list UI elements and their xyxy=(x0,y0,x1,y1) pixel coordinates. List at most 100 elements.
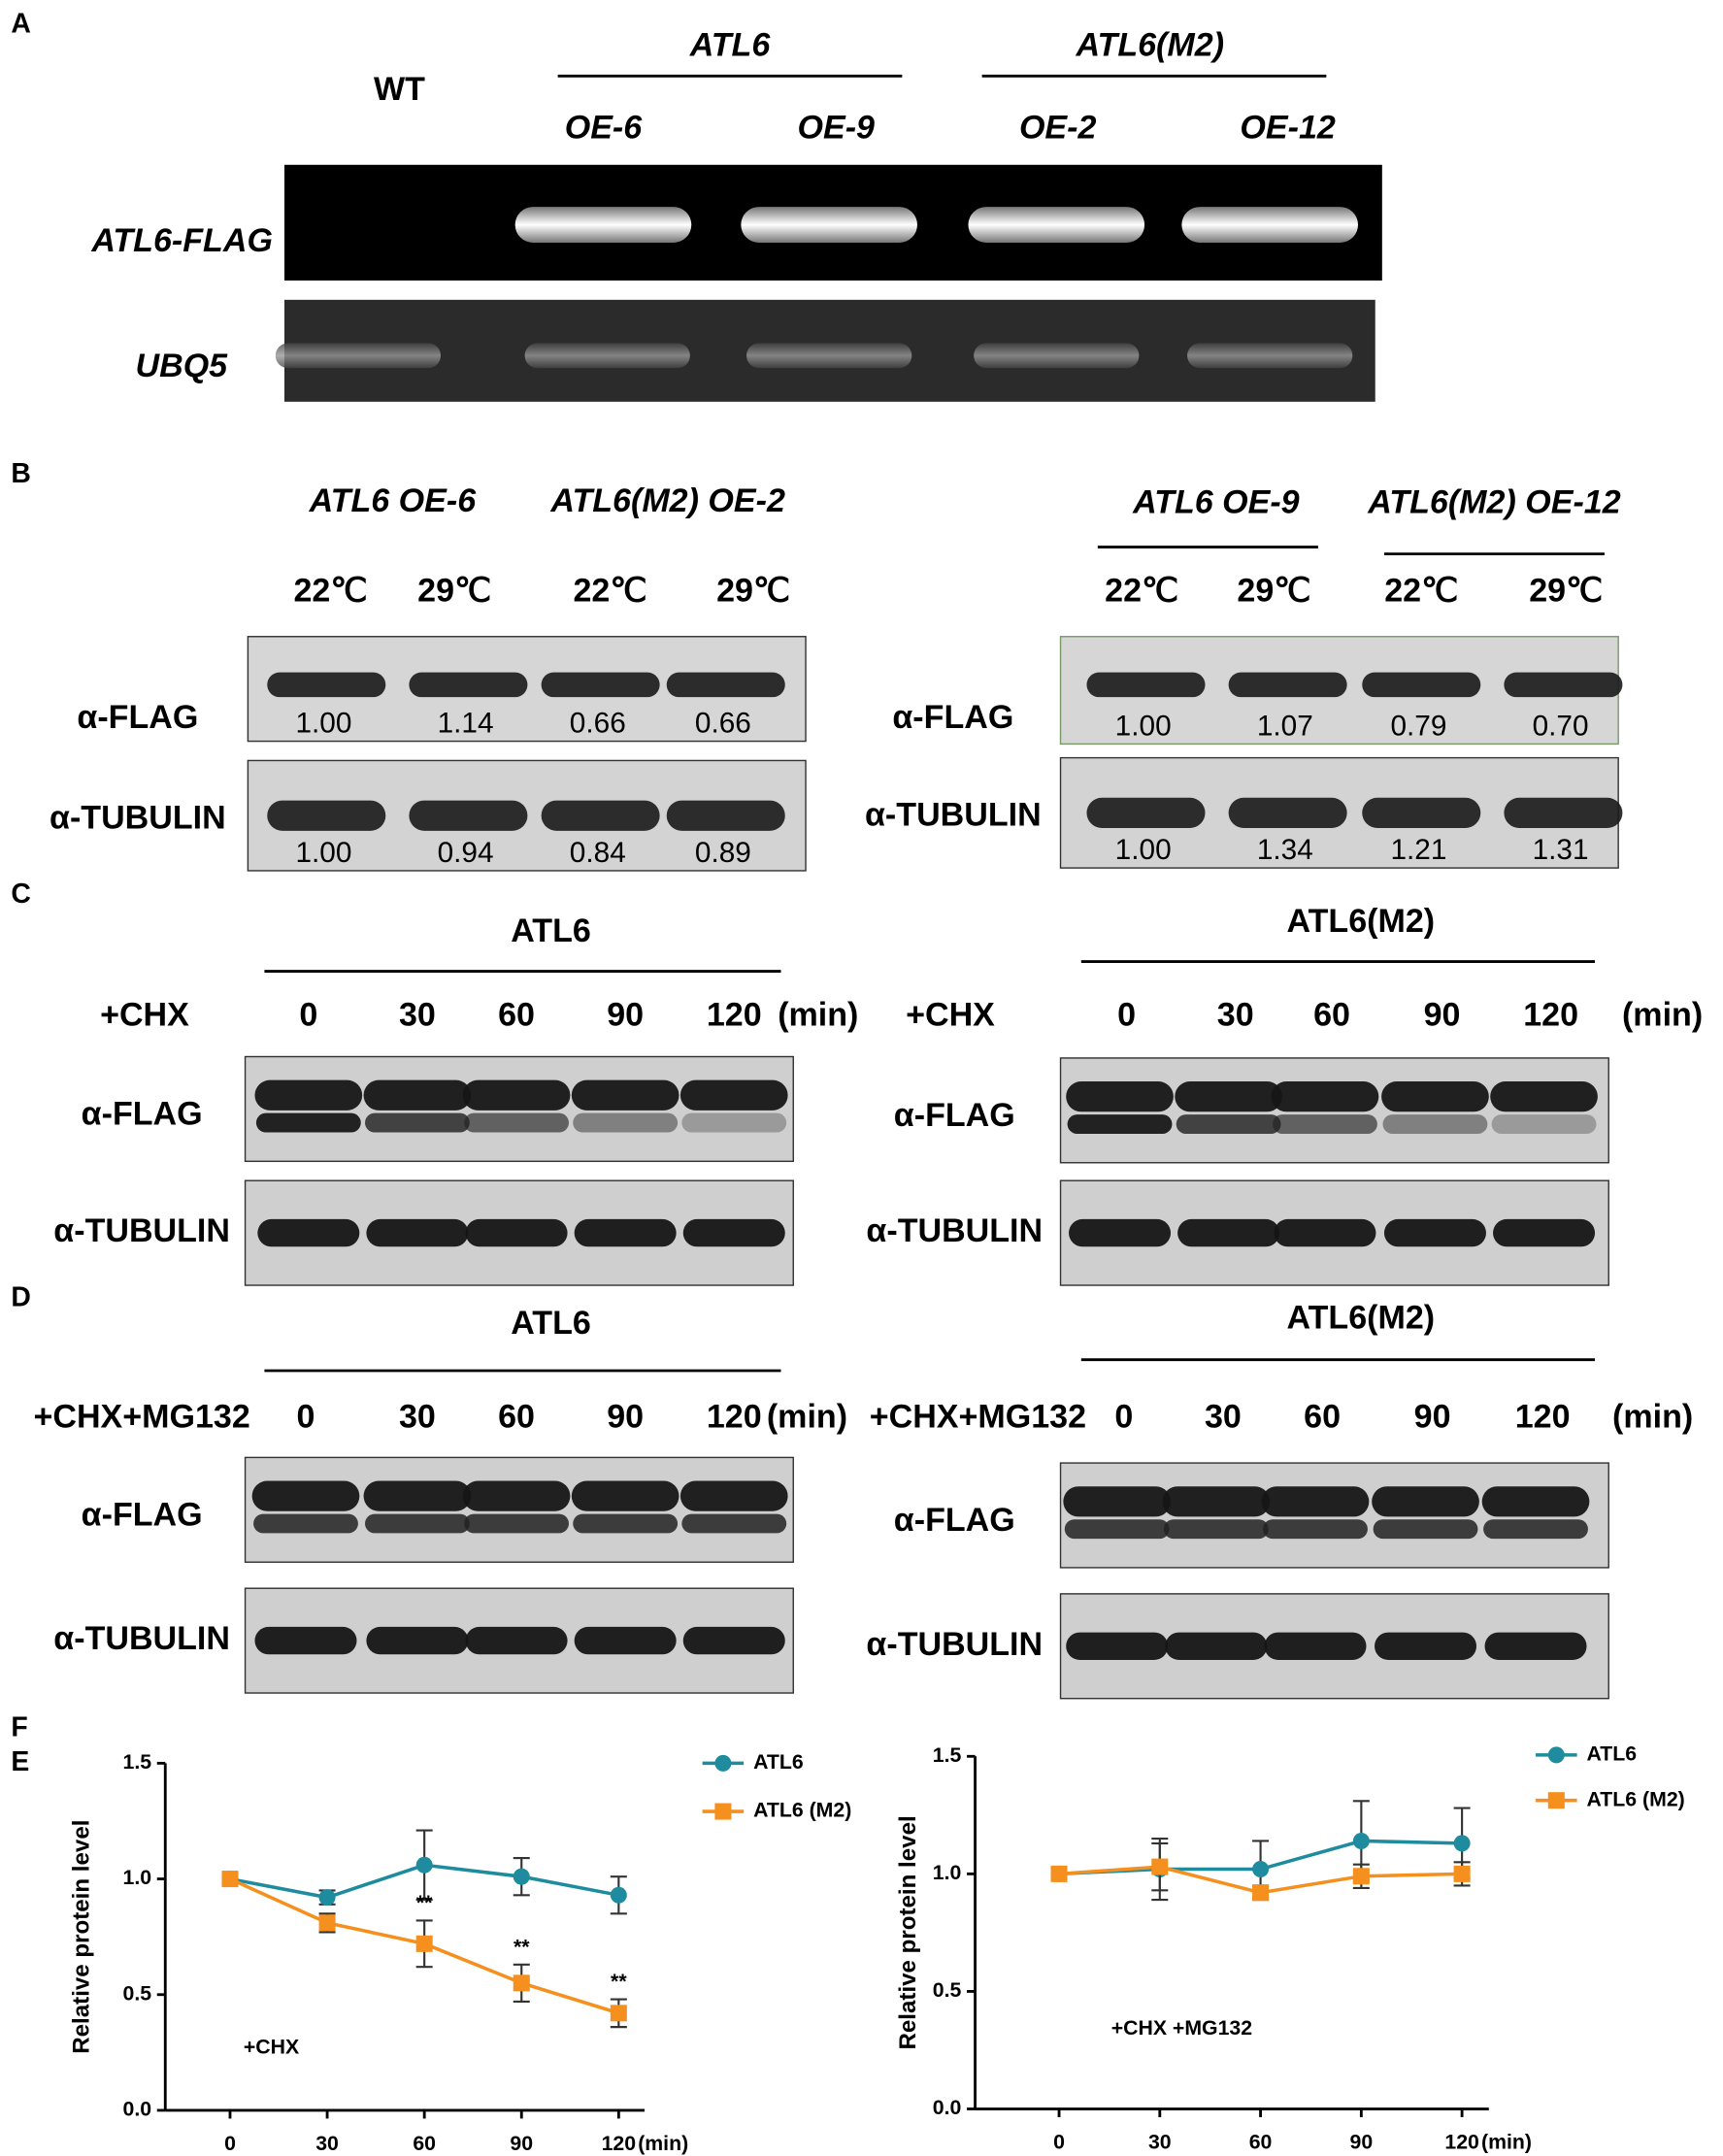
legend-label: ATL6 (M2) xyxy=(753,1799,851,1822)
row-label: α-FLAG xyxy=(892,699,1013,736)
band xyxy=(666,672,785,698)
legend-label: ATL6 xyxy=(1587,1741,1638,1765)
band xyxy=(257,1218,360,1247)
band xyxy=(1493,1218,1596,1247)
time-label: 0 xyxy=(1114,1399,1133,1436)
point xyxy=(415,1856,433,1874)
band xyxy=(251,1480,360,1511)
band xyxy=(1069,1218,1172,1247)
time-label: 120 xyxy=(1515,1399,1571,1436)
point xyxy=(1453,1835,1471,1852)
line-label: OE-6 xyxy=(565,110,644,147)
line-label: OE-12 xyxy=(1240,110,1335,147)
x-tick-label: 90 xyxy=(510,2132,533,2155)
x-tick-label: 60 xyxy=(1249,2131,1273,2154)
annotation: +CHX xyxy=(244,2036,299,2059)
band xyxy=(1066,1632,1169,1660)
row-label: α-TUBULIN xyxy=(53,1620,230,1657)
line-label: OE-2 xyxy=(1019,110,1097,147)
quant-label: 1.31 xyxy=(1533,834,1589,866)
band xyxy=(1063,1486,1172,1517)
band xyxy=(409,672,528,698)
time-label: 60 xyxy=(1313,996,1350,1033)
significance: ** xyxy=(416,1891,433,1914)
band xyxy=(364,1112,470,1133)
quant-label: 0.66 xyxy=(570,707,626,739)
band xyxy=(1177,1218,1280,1247)
x-tick-label: 60 xyxy=(413,2132,436,2155)
quant-label: 0.89 xyxy=(695,837,751,869)
band xyxy=(1181,207,1359,243)
band xyxy=(682,1218,785,1247)
band xyxy=(1381,1081,1489,1112)
band xyxy=(571,1079,679,1111)
time-label: 60 xyxy=(498,1399,535,1436)
annotation: +CHX +MG132 xyxy=(1111,2016,1252,2040)
quant-label: 0.84 xyxy=(570,837,626,869)
row-label: α-TUBULIN xyxy=(865,797,1042,834)
legend-label: ATL6 xyxy=(753,1750,804,1774)
band xyxy=(574,1626,677,1655)
panel-label: A xyxy=(11,8,30,39)
group-label: ATL6 xyxy=(689,26,772,63)
legend-marker xyxy=(1547,1746,1565,1764)
time-label: 30 xyxy=(1205,1399,1242,1436)
point xyxy=(1352,1832,1370,1849)
point xyxy=(610,2005,627,2022)
point xyxy=(513,1868,530,1885)
y-tick-label: 1.5 xyxy=(933,1743,962,1767)
treatment-label: +CHX xyxy=(100,996,189,1033)
quant-label: 1.00 xyxy=(295,707,351,739)
group-label: ATL6 OE-6 xyxy=(309,482,478,519)
quant-label: 1.07 xyxy=(1257,710,1313,742)
band xyxy=(1064,1519,1170,1540)
blot-title: ATL6(M2) xyxy=(1287,1300,1436,1337)
band xyxy=(462,1079,571,1111)
band xyxy=(1375,1632,1477,1660)
line-label: OE-9 xyxy=(798,110,876,147)
band xyxy=(1504,672,1623,698)
row-label: α-FLAG xyxy=(77,699,198,736)
time-label: 0 xyxy=(297,1399,315,1436)
band xyxy=(514,207,692,243)
band xyxy=(1261,1486,1370,1517)
significance: ** xyxy=(514,1935,530,1958)
point xyxy=(221,1871,239,1888)
band xyxy=(682,1626,785,1655)
row-label: α-FLAG xyxy=(82,1496,203,1533)
time-label: 30 xyxy=(399,996,436,1033)
panel-label: B xyxy=(11,458,30,489)
x-tick-label: 0 xyxy=(224,2132,236,2155)
quant-label: 0.94 xyxy=(438,837,494,869)
unit-label: (min) xyxy=(1622,996,1703,1033)
band xyxy=(1372,1486,1479,1517)
time-label: 30 xyxy=(399,1399,436,1436)
unit-label: (min) xyxy=(767,1399,847,1436)
y-axis-label: Relative protein level xyxy=(69,1820,95,2054)
x-tick-label: 120 xyxy=(602,2132,636,2155)
band xyxy=(1086,797,1206,828)
group-label: ATL6(M2) xyxy=(1075,26,1224,63)
group-label: ATL6(M2) OE-12 xyxy=(1367,484,1620,521)
band xyxy=(541,800,660,831)
y-tick-label: 0.5 xyxy=(933,1978,962,2002)
band xyxy=(254,1626,357,1655)
blot-title: ATL6 xyxy=(511,1305,591,1342)
band xyxy=(524,343,690,369)
row-label: α-TUBULIN xyxy=(866,1212,1043,1249)
quant-label: 0.66 xyxy=(695,707,751,739)
point xyxy=(318,1889,336,1907)
quant-label: 1.14 xyxy=(438,707,494,739)
time-label: 120 xyxy=(707,996,762,1033)
temp-label: 29℃ xyxy=(1237,572,1310,609)
band xyxy=(1165,1632,1268,1660)
point xyxy=(1151,1858,1169,1875)
band xyxy=(1491,1114,1597,1134)
temp-label: 22℃ xyxy=(574,572,647,609)
temp-label: 22℃ xyxy=(1105,572,1178,609)
band xyxy=(679,1480,788,1511)
band xyxy=(681,1513,787,1534)
panel-label: C xyxy=(11,879,30,910)
time-label: 90 xyxy=(1414,1399,1451,1436)
row-label: UBQ5 xyxy=(136,348,229,384)
